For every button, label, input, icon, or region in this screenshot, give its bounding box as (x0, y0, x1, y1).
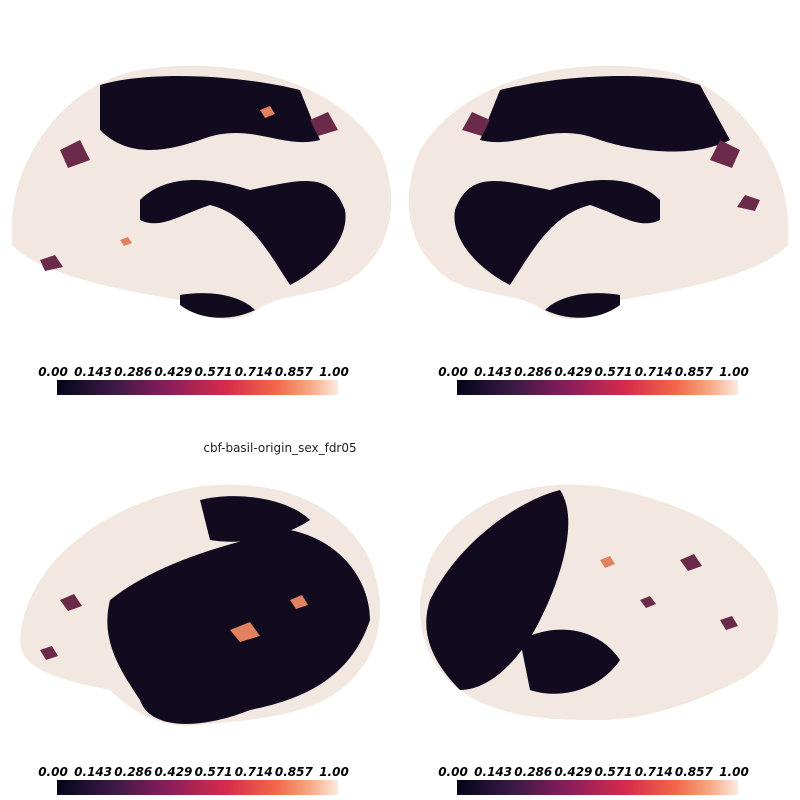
colorbar-tick-label: 0.00 (438, 365, 468, 379)
colorbar-tick-label: 0.286 (114, 765, 152, 779)
colorbar-tick-label: 0.714 (635, 765, 673, 779)
colorbar-tick-label: 0.286 (114, 365, 152, 379)
region (454, 180, 660, 285)
colorbar-tick-label: 0.571 (195, 365, 233, 379)
colorbar-tick-label: 1.00 (719, 765, 749, 779)
region (140, 180, 346, 285)
region (480, 75, 730, 152)
colorbar-tick-label: 0.429 (554, 765, 592, 779)
region (600, 556, 615, 568)
colorbar (57, 380, 338, 395)
colorbar (457, 380, 738, 395)
colorbar-tick-label: 0.143 (474, 365, 512, 379)
region (100, 75, 320, 150)
region (426, 490, 569, 690)
colorbar-tick-label: 1.00 (319, 765, 349, 779)
region (520, 629, 620, 694)
colorbar-tick-label: 0.143 (474, 765, 512, 779)
colorbar-tick-label: 0.857 (275, 765, 314, 779)
colorbar-tick-label: 0.429 (554, 365, 592, 379)
region (640, 554, 738, 630)
colorbar-tick-label: 1.00 (719, 365, 749, 379)
colorbar-tick-label: 0.857 (675, 365, 714, 379)
colorbar-tick-label: 0.429 (154, 365, 192, 379)
region (180, 293, 255, 318)
colorbar-tick-label: 1.00 (319, 365, 349, 379)
colorbar (57, 780, 338, 795)
region (230, 595, 308, 642)
colorbar-tick-label: 0.857 (275, 365, 314, 379)
colorbar-tick-label: 0.857 (675, 765, 714, 779)
colorbar-tick-label: 0.714 (635, 365, 673, 379)
colorbar-tick-label: 0.429 (154, 765, 192, 779)
colorbar-tick-label: 0.143 (74, 365, 112, 379)
colorbar-tick-label: 0.571 (595, 765, 633, 779)
colorbar-tick-label: 0.714 (235, 765, 273, 779)
colorbar-tick-label: 0.571 (595, 365, 633, 379)
colorbar-tick-label: 0.00 (438, 765, 468, 779)
colorbar-tick-label: 0.286 (514, 365, 552, 379)
colorbar (457, 780, 738, 795)
brain-bottom-left (20, 484, 380, 726)
region (545, 293, 620, 318)
colorbar-tick-label: 0.571 (195, 765, 233, 779)
colorbar-tick-label: 0.00 (38, 365, 68, 379)
region (200, 496, 310, 542)
figure-title: cbf-basil-origin_sex_fdr05 (203, 441, 356, 455)
brain-bottom-right (420, 484, 779, 720)
colorbar-tick-label: 0.00 (38, 765, 68, 779)
colorbar-tick-label: 0.143 (74, 765, 112, 779)
brain-top-left (12, 65, 392, 320)
colorbar-tick-label: 0.286 (514, 765, 552, 779)
colorbar-tick-label: 0.714 (235, 365, 273, 379)
region (40, 594, 82, 660)
brain-top-right (408, 65, 788, 320)
